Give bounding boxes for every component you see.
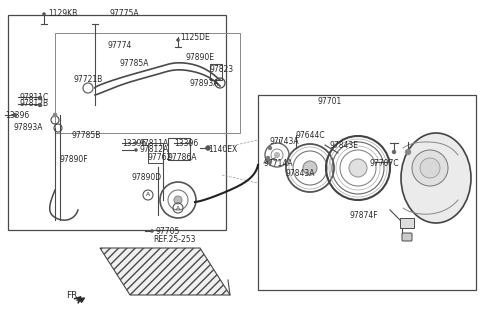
Bar xyxy=(400,218,414,228)
Text: 97701: 97701 xyxy=(318,97,342,107)
Circle shape xyxy=(134,149,137,152)
Text: 97811A: 97811A xyxy=(140,138,169,148)
Text: 97812A: 97812A xyxy=(140,146,169,154)
Text: REF.25-253: REF.25-253 xyxy=(153,236,195,244)
Circle shape xyxy=(38,103,42,107)
Text: 97890D: 97890D xyxy=(132,174,162,182)
Text: 97785B: 97785B xyxy=(72,131,101,139)
Text: 1129KB: 1129KB xyxy=(48,10,77,18)
Text: 97874F: 97874F xyxy=(350,211,379,219)
Text: 1140EX: 1140EX xyxy=(208,146,237,154)
Circle shape xyxy=(349,159,367,177)
Text: 97762: 97762 xyxy=(148,153,172,161)
Text: 97644C: 97644C xyxy=(296,132,325,140)
Circle shape xyxy=(177,38,180,42)
Circle shape xyxy=(268,160,272,164)
Text: 97785A: 97785A xyxy=(120,58,149,68)
Text: 97890F: 97890F xyxy=(60,155,89,165)
Bar xyxy=(210,64,222,80)
Ellipse shape xyxy=(401,133,471,223)
Text: FR.: FR. xyxy=(66,292,80,300)
Text: 13396: 13396 xyxy=(122,138,146,148)
Text: 97743A: 97743A xyxy=(269,137,299,147)
Text: 97893A: 97893A xyxy=(190,79,219,89)
Text: 13396: 13396 xyxy=(174,138,198,148)
Bar xyxy=(168,138,190,160)
Circle shape xyxy=(275,153,279,157)
Text: 13396: 13396 xyxy=(5,111,29,119)
Circle shape xyxy=(205,146,211,151)
Text: A: A xyxy=(176,206,180,211)
FancyBboxPatch shape xyxy=(402,233,412,241)
Bar xyxy=(8,15,226,230)
Text: 97811C: 97811C xyxy=(20,92,49,101)
Bar xyxy=(148,143,163,163)
Text: 97775A: 97775A xyxy=(110,10,140,18)
Circle shape xyxy=(405,149,411,155)
Text: 97786A: 97786A xyxy=(168,153,197,161)
Text: 1125DE: 1125DE xyxy=(180,32,210,42)
Circle shape xyxy=(53,113,57,117)
Text: 97823: 97823 xyxy=(210,66,234,74)
Text: 97774: 97774 xyxy=(108,42,132,51)
Circle shape xyxy=(420,158,440,178)
Circle shape xyxy=(266,156,270,160)
Circle shape xyxy=(151,230,154,233)
Circle shape xyxy=(13,113,17,117)
Circle shape xyxy=(268,146,272,150)
Text: 97843A: 97843A xyxy=(285,170,314,178)
Circle shape xyxy=(412,150,448,186)
Bar xyxy=(258,95,476,290)
Circle shape xyxy=(174,196,182,204)
Text: A: A xyxy=(146,193,150,197)
Text: 97705: 97705 xyxy=(155,227,180,236)
Text: 97843E: 97843E xyxy=(330,140,359,150)
Text: 97893A: 97893A xyxy=(14,124,44,133)
Polygon shape xyxy=(100,248,230,295)
Bar xyxy=(55,33,240,133)
Circle shape xyxy=(303,161,317,175)
Text: 97890E: 97890E xyxy=(186,52,215,62)
Circle shape xyxy=(43,12,46,15)
Text: 97721B: 97721B xyxy=(74,75,103,85)
Circle shape xyxy=(134,141,137,145)
Circle shape xyxy=(189,141,192,145)
Circle shape xyxy=(38,96,42,100)
Text: 97714A: 97714A xyxy=(263,158,292,168)
Text: 97707C: 97707C xyxy=(370,158,400,168)
Circle shape xyxy=(392,150,396,154)
Text: 97812B: 97812B xyxy=(20,99,49,109)
